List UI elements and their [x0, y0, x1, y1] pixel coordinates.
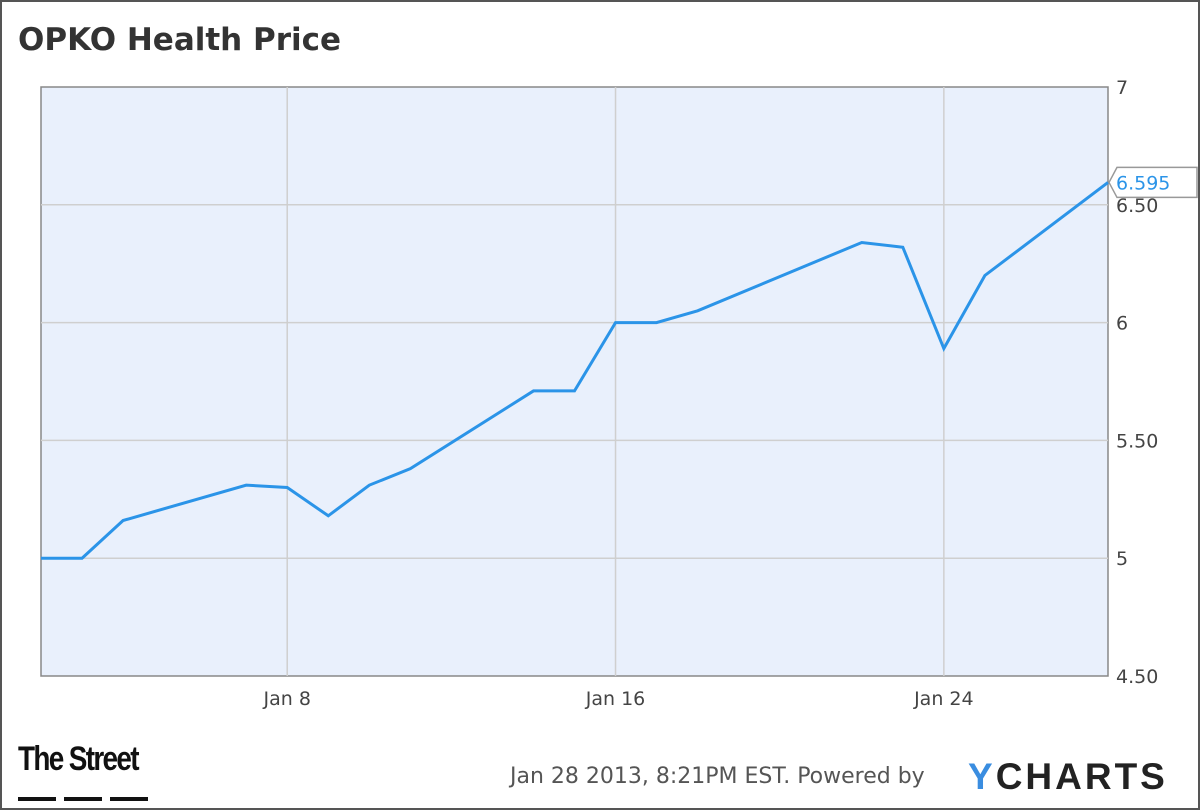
y-tick-label: 5 [1116, 548, 1128, 570]
y-tick-label: 5.50 [1116, 430, 1158, 452]
ycharts-logo[interactable]: YCHARTS [968, 756, 1168, 798]
y-tick-label: 6.50 [1116, 195, 1158, 217]
x-tick-label: Jan 16 [585, 688, 646, 710]
y-tick-label: 4.50 [1116, 666, 1158, 688]
x-tick-label: Jan 8 [263, 688, 311, 710]
y-tick-label: 6 [1116, 313, 1128, 335]
footer-timestamp: Jan 28 2013, 8:21PM EST. Powered by [510, 764, 925, 789]
y-tick-label: 7 [1116, 77, 1128, 99]
ycharts-logo-y: Y [968, 756, 996, 797]
chart-title: OPKO Health Price [18, 22, 342, 58]
thestreet-logo: The Street [18, 740, 140, 778]
plot-area [40, 86, 1109, 677]
ycharts-logo-text: CHARTS [995, 756, 1168, 797]
x-tick-label: Jan 24 [913, 688, 974, 710]
thestreet-logo-bars [18, 786, 156, 805]
last-value-label: 6.595 [1116, 172, 1170, 194]
price-line [41, 181, 1109, 560]
last-value-callout: 6.595 [1108, 166, 1198, 199]
